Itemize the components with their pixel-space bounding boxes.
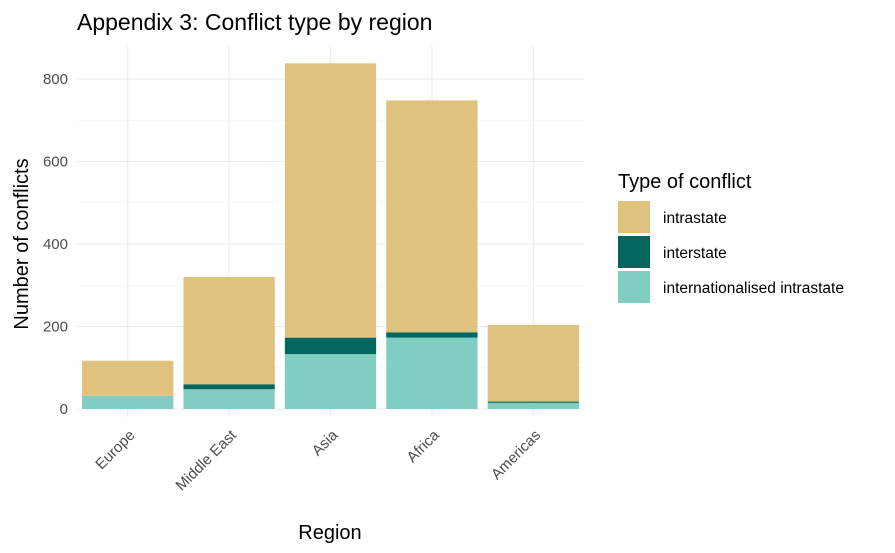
legend-swatch-intrastate [618,201,650,233]
x-tick-label: Asia [309,426,342,459]
bar-middle-east-intrastate [183,277,275,385]
x-axis-title: Region [298,522,361,544]
legend-label: interstate [663,245,727,262]
legend-title: Type of conflict [618,171,752,193]
bar-africa-intrastate [386,100,478,333]
legend-swatch-internationalised-intrastate [618,271,650,303]
bar-asia-internationalised-intrastate [284,354,377,409]
bar-asia-intrastate [284,63,377,338]
x-tick-label: Middle East [172,426,240,494]
y-axis-title: Number of conflicts [11,158,33,329]
x-tick-label: Africa [404,426,444,466]
x-tick-label: Americas [488,427,544,483]
bar-americas-interstate [487,401,579,403]
legend-swatch-interstate [618,236,650,268]
y-tick-label: 800 [43,71,68,88]
bar-europe-internationalised-intrastate [82,395,174,409]
bar-middle-east-internationalised-intrastate [183,389,275,409]
y-tick-label: 200 [43,319,68,336]
bar-africa-interstate [386,332,478,338]
chart-title: Appendix 3: Conflict type by region [77,9,432,35]
x-tick-label: Europe [92,427,138,473]
bar-africa-internationalised-intrastate [386,337,478,409]
bar-asia-interstate [284,337,377,355]
bar-americas-internationalised-intrastate [487,402,579,409]
legend: Type of conflict intrastate interstate int… [618,171,844,303]
bar-europe-intrastate [82,360,174,396]
y-tick-label: 600 [43,154,68,171]
legend-label: internationalised intrastate [663,280,844,297]
bar-middle-east-interstate [183,384,275,390]
y-tick-label: 0 [60,401,68,418]
y-axis-ticks: 0 200 400 600 800 [43,71,68,418]
bar-americas-intrastate [487,324,579,402]
legend-label: intrastate [663,210,727,227]
bars [82,63,579,409]
x-axis-ticks: Europe Middle East Asia Africa Americas [92,426,544,494]
y-tick-label: 400 [43,236,68,253]
